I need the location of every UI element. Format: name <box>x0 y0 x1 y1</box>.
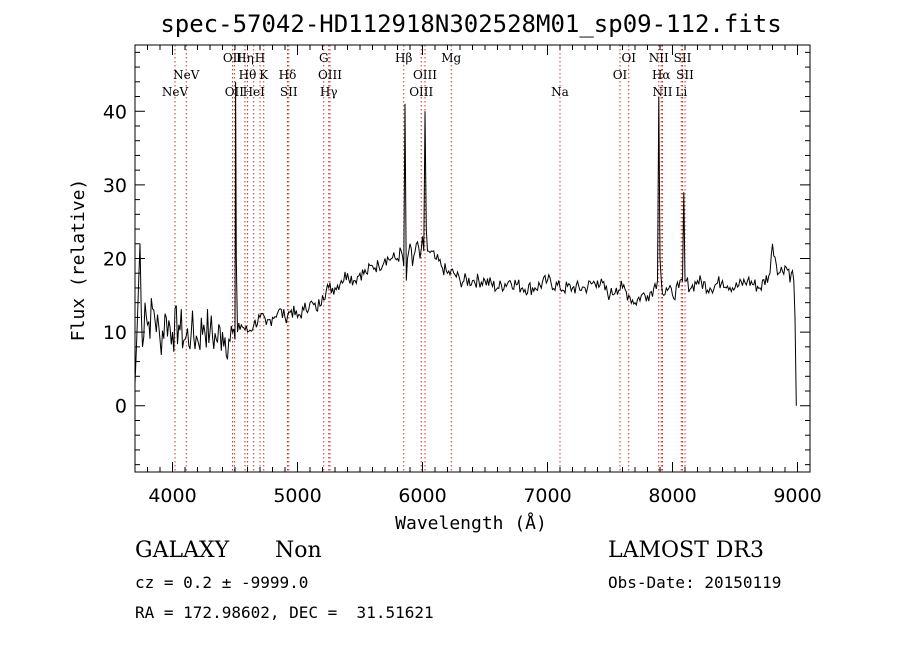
redshift-readout: cz = 0.2 ± -9999.0 <box>135 573 309 592</box>
x-tick-label: 7000 <box>523 485 571 507</box>
x-axis-label: Wavelength (Å) <box>395 512 547 534</box>
emission-line-label: OIII <box>318 68 342 82</box>
emission-line-label: NII <box>653 85 673 99</box>
emission-line-label: K <box>259 68 269 82</box>
emission-line-label: Hδ <box>279 68 297 82</box>
y-tick-label: 0 <box>115 396 127 418</box>
spectrum-series-line <box>134 81 797 406</box>
emission-line-label: Hα <box>652 68 671 82</box>
x-tick-label: 8000 <box>648 485 696 507</box>
y-tick-label: 30 <box>103 175 127 197</box>
emission-line-label: NeV <box>162 85 189 99</box>
y-tick-label: 20 <box>103 249 127 271</box>
emission-line-label: Hη <box>236 51 254 65</box>
x-tick-label: 9000 <box>773 485 821 507</box>
emission-line-label: Hθ <box>239 68 257 82</box>
x-tick-label: 6000 <box>398 485 446 507</box>
x-tick-label: 4000 <box>148 485 196 507</box>
emission-line-label: SII <box>280 85 298 99</box>
emission-line-label: OIII <box>413 68 437 82</box>
emission-line-label: OII <box>225 85 245 99</box>
object-subclass: Non <box>275 538 322 563</box>
x-tick-label: 5000 <box>273 485 321 507</box>
chart-title: spec-57042-HD112918N302528M01_sp09-112.f… <box>160 10 781 38</box>
emission-line-label: Hβ <box>395 51 412 65</box>
emission-line-label: OI <box>621 51 636 65</box>
emission-line-label: SII <box>676 68 694 82</box>
emission-line-label: OIII <box>409 85 433 99</box>
emission-line-label: Li <box>675 85 687 99</box>
emission-line-label: H <box>255 51 265 65</box>
emission-line-label: HeI <box>243 85 266 99</box>
emission-line-label: Na <box>551 85 569 99</box>
emission-line-label: G <box>319 51 329 65</box>
y-tick-label: 40 <box>103 101 127 123</box>
emission-line-label: Mg <box>441 51 461 65</box>
object-class: GALAXY <box>135 538 230 563</box>
y-axis-label: Flux (relative) <box>68 179 89 342</box>
obs-date: Obs-Date: 20150119 <box>608 573 782 592</box>
emission-line-label: Hγ <box>320 85 338 99</box>
emission-line-label: OII <box>223 51 243 65</box>
survey-name: LAMOST DR3 <box>608 538 764 563</box>
ra-dec-readout: RA = 172.98602, DEC = 31.51621 <box>135 603 434 622</box>
emission-line-label: NeV <box>173 68 200 82</box>
emission-line-label: NII <box>649 51 669 65</box>
y-tick-label: 10 <box>103 322 127 344</box>
emission-line-label: OI <box>613 68 628 82</box>
emission-line-label: SII <box>674 51 692 65</box>
